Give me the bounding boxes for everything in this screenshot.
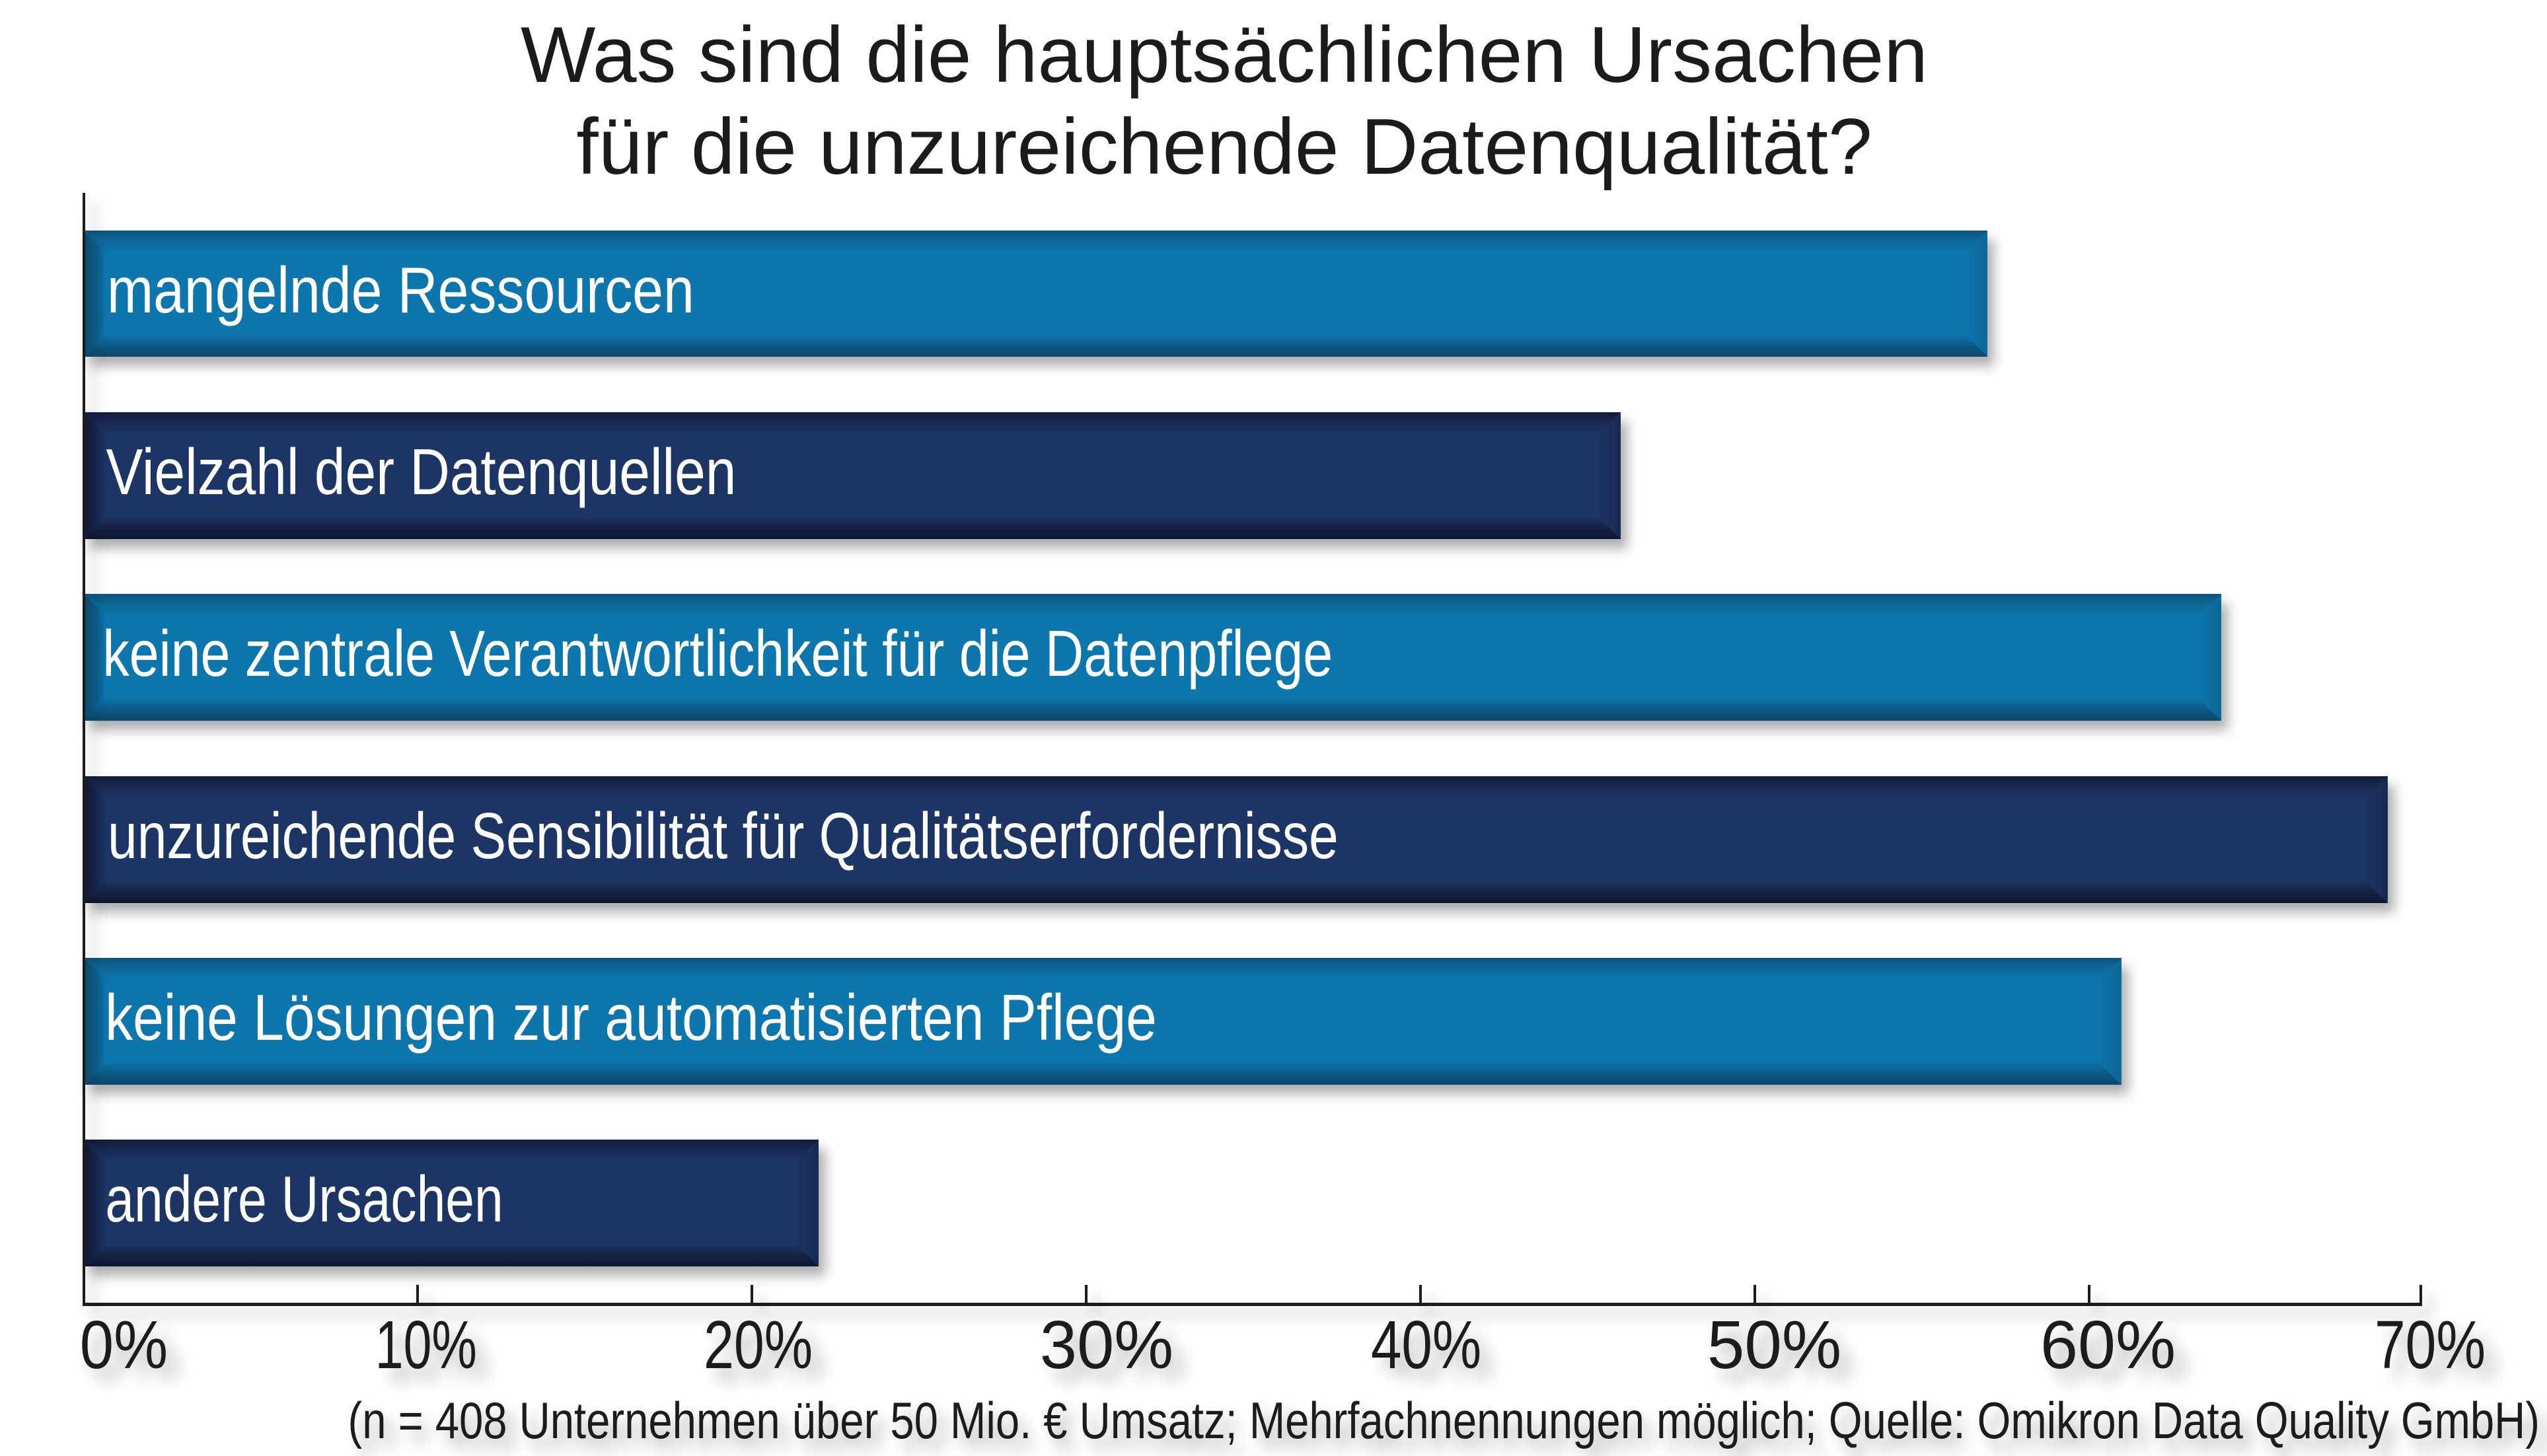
svg-text:30%: 30% <box>1040 1307 1173 1383</box>
svg-text:Was sind die hauptsächlichen U: Was sind die hauptsächlichen Ursachen <box>521 11 1928 99</box>
svg-text:für die unzureichende Datenqua: für die unzureichende Datenqualität? <box>576 102 1872 191</box>
svg-text:70%: 70% <box>2375 1307 2486 1383</box>
svg-text:40%: 40% <box>1371 1307 1481 1383</box>
svg-text:keine zentrale Verantwortlichk: keine zentrale Verantwortlichkeit für di… <box>102 618 1333 690</box>
svg-text:andere Ursachen: andere Ursachen <box>105 1163 503 1235</box>
svg-text:(n = 408 Unternehmen über 50 M: (n = 408 Unternehmen über 50 Mio. € Umsa… <box>348 1393 2540 1450</box>
svg-text:50%: 50% <box>1707 1306 1841 1383</box>
svg-text:60%: 60% <box>2040 1307 2176 1383</box>
svg-text:20%: 20% <box>704 1307 813 1383</box>
svg-text:keine Lösungen zur automatisie: keine Lösungen zur automatisierten Pfleg… <box>105 982 1157 1054</box>
svg-text:mangelnde Ressourcen: mangelnde Ressourcen <box>107 254 694 326</box>
svg-text:0%: 0% <box>80 1306 168 1383</box>
svg-text:Vielzahl der Datenquellen: Vielzahl der Datenquellen <box>106 436 737 509</box>
svg-text:10%: 10% <box>375 1307 477 1383</box>
svg-text:unzureichende Sensibilität für: unzureichende Sensibilität für Qualitäts… <box>108 799 1339 871</box>
